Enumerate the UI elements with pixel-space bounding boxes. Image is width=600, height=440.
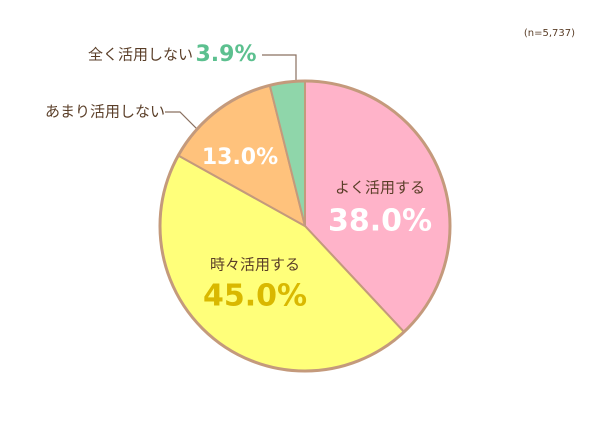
pie-outline (158, 79, 452, 373)
value-label: 13.0% (202, 145, 278, 170)
value-label: 45.0% (203, 279, 307, 314)
sample-note: (n=5,737) (524, 28, 575, 39)
category-label: 全く活用しない (88, 46, 193, 64)
category-label: よく活用する (335, 179, 425, 197)
leader-line (165, 111, 199, 131)
category-label: 時々活用する (210, 256, 300, 274)
category-label: あまり活用しない (45, 103, 165, 121)
value-label: 38.0% (328, 204, 432, 239)
value-label: 3.9% (195, 42, 256, 67)
